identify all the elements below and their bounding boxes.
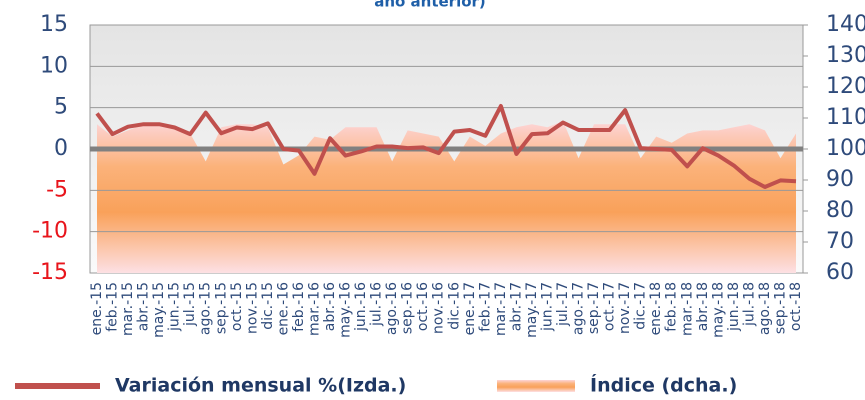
chart-title: año anterior) [374,0,486,11]
y-tick-label: 0 [54,136,68,161]
x-tick-label: jul.-18 [741,282,757,327]
y-tick-label: -5 [46,177,68,202]
x-tick-label: ene.-15 [89,282,105,335]
x-tick-label: feb.-16 [291,282,307,332]
x-tick-label: mar.-15 [120,282,136,336]
x-tick-label: sep.-16 [400,282,416,334]
x-tick-label: ene.-18 [648,282,664,335]
x-tick-label: may.-15 [151,282,167,338]
x-tick-label: nov.-16 [431,282,447,334]
y2-tick-label: 130 [826,43,865,68]
x-tick-label: ene.-16 [275,282,291,336]
x-tick-label: jun.-17 [539,282,555,332]
x-tick-label: ene.-17 [462,282,478,335]
x-tick-label: sep.-17 [586,282,602,334]
x-tick-label: sep.-15 [213,282,229,334]
x-tick-label: jun.-16 [353,282,369,332]
y2-tick-label: 120 [826,74,865,99]
y2-tick-label: 70 [826,229,854,254]
x-tick-label: mar.-16 [306,282,322,336]
x-tick-label: oct.-17 [602,282,618,331]
x-tick-label: oct.-18 [788,282,804,331]
y2-tick-label: 60 [826,260,854,285]
x-tick-label: dic.-17 [633,282,649,330]
area [97,121,796,273]
x-tick-label: dic.-15 [260,282,276,330]
y-tick-label: 10 [40,53,68,78]
x-tick-label: ago.-15 [198,282,214,335]
x-tick-label: mar.-18 [679,282,695,336]
x-tick-label: jun.-15 [167,282,183,332]
x-tick-label: nov.-17 [617,282,633,334]
y-tick-label: 5 [54,95,68,120]
y-tick-label: -15 [32,260,68,285]
y2-tick-label: 100 [826,136,865,161]
y2-tick-label: 140 [826,12,865,37]
x-tick-label: may.-16 [338,282,354,338]
x-tick-label: may.-18 [710,282,726,338]
x-tick-label: ago.-18 [757,282,773,335]
x-tick-label: abr.-17 [508,282,524,331]
x-tick-label: nov.-15 [244,282,260,334]
x-tick-label: dic.-16 [446,282,462,330]
x-tick-label: oct.-15 [229,282,245,331]
legend-label: Índice (dcha.) [590,374,737,397]
x-tick-label: ago.-16 [384,282,400,335]
y2-tick-label: 80 [826,198,854,223]
y-tick-label: 15 [40,12,68,37]
y-tick-label: -10 [32,219,68,244]
y2-tick-label: 110 [826,105,865,130]
x-tick-label: jun.-18 [726,282,742,332]
x-tick-label: abr.-15 [136,282,152,331]
x-tick-label: may.-17 [524,282,540,338]
x-tick-label: abr.-16 [322,282,338,331]
x-tick-label: feb.-17 [477,282,493,332]
x-tick-label: sep.-18 [772,282,788,334]
x-tick-label: feb.-18 [664,282,680,332]
x-tick-label: jul.-17 [555,282,571,327]
x-tick-label: ago.-17 [571,282,587,335]
y2-tick-label: 90 [826,167,854,192]
x-tick-label: mar.-17 [493,282,509,336]
x-tick-label: jul.-16 [369,282,385,327]
x-tick-label: oct.-16 [415,282,431,331]
x-tick-label: feb.-15 [105,282,121,332]
legend-swatch [497,380,575,392]
x-tick-label: jul.-15 [182,282,198,327]
legend-label: Variación mensual %(Izda.) [115,375,406,397]
line [95,104,797,190]
x-tick-label: abr.-18 [695,282,711,331]
